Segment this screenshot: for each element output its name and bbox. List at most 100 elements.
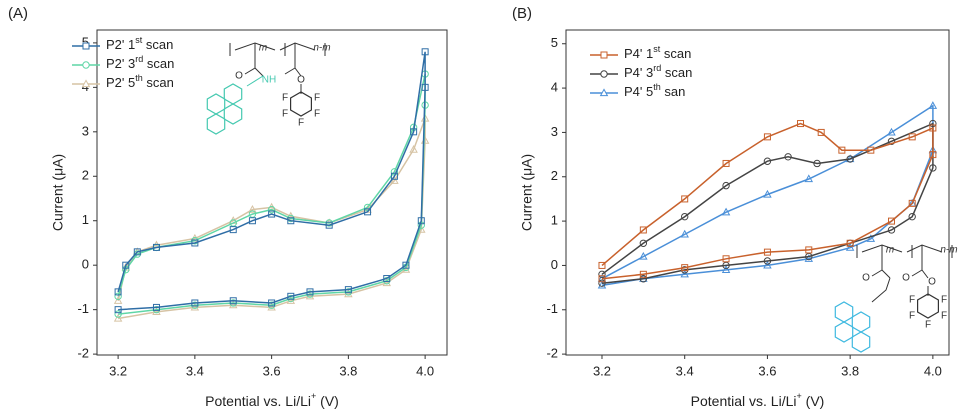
data-point: [344, 286, 352, 294]
y-tick-label: 0: [551, 257, 558, 272]
cv-curve: [117, 51, 426, 311]
data-point: [908, 199, 916, 207]
ester: [244, 67, 302, 94]
data-point: [763, 248, 771, 256]
data-point: [248, 204, 257, 213]
data-point: [267, 205, 276, 214]
cv-curve: [601, 104, 934, 287]
data-point: [813, 159, 821, 168]
legend-marker: [600, 70, 608, 78]
data-point: [229, 297, 237, 305]
ring: [834, 321, 854, 343]
data-point: [763, 157, 772, 165]
data-point: [763, 260, 772, 269]
data-point: [929, 151, 937, 159]
data-point: [597, 280, 607, 289]
panel-label: (A): [8, 5, 28, 22]
structure-label: F: [314, 109, 320, 120]
data-point: [887, 226, 896, 234]
legend-marker: [600, 51, 608, 59]
data-point: [267, 302, 276, 311]
y-tick-label: 3: [551, 124, 558, 139]
data-point: [639, 251, 648, 260]
data-point: [191, 299, 199, 307]
x-tick-label: 3.2: [593, 363, 611, 378]
structure-label: F: [909, 311, 915, 322]
structure-label: NH: [262, 75, 276, 86]
y-axis-label: Current (μA): [519, 154, 535, 231]
ring: [289, 91, 313, 117]
structure-label: F: [925, 320, 931, 331]
data-point: [114, 310, 122, 318]
data-point: [639, 239, 648, 247]
legend-label: P4' 3rd scan: [624, 63, 692, 80]
data-point: [722, 159, 730, 167]
data-point: [248, 217, 256, 225]
y-tick-label: 5: [82, 34, 89, 49]
x-tick-label: 4.0: [416, 363, 434, 378]
legend-marker: [82, 61, 90, 69]
structure-label: n-m: [940, 245, 957, 256]
y-tick-label: 2: [551, 168, 558, 183]
data-point: [421, 48, 429, 56]
data-point: [598, 275, 606, 283]
data-point: [846, 239, 854, 247]
structure-label: F: [298, 118, 304, 129]
data-point: [190, 302, 200, 311]
ring: [916, 293, 940, 319]
ring: [851, 311, 871, 333]
legend-label: P4' 5th san: [624, 82, 685, 99]
y-tick-label: 5: [551, 35, 558, 50]
panel-label: (B): [512, 5, 532, 22]
legend-label: P4' 1st scan: [624, 44, 691, 61]
data-point: [114, 288, 122, 296]
data-point: [722, 181, 730, 190]
data-point: [325, 221, 333, 229]
data-point: [908, 133, 916, 141]
data-point: [402, 261, 410, 269]
data-point: [887, 127, 896, 136]
data-point: [383, 275, 391, 283]
data-point: [784, 153, 792, 161]
data-point: [680, 229, 689, 238]
backbone: [856, 244, 953, 270]
y-tick-label: -1: [546, 301, 558, 316]
data-point: [417, 217, 425, 225]
data-point: [122, 261, 130, 269]
data-point: [681, 195, 689, 203]
data-point: [929, 119, 937, 128]
y-tick-label: -1: [77, 301, 89, 316]
legend-marker: [82, 42, 90, 50]
data-point: [867, 146, 875, 154]
data-point: [268, 210, 276, 218]
data-point: [721, 265, 731, 273]
data-point: [598, 261, 606, 269]
structure-label: n-m: [313, 43, 330, 54]
backbone: [229, 42, 326, 68]
data-point: [804, 174, 814, 183]
structure-label: F: [909, 295, 915, 306]
data-point: [421, 83, 429, 91]
data-point: [639, 275, 648, 283]
data-point: [763, 189, 772, 198]
structure-label: F: [282, 93, 288, 104]
data-point: [305, 291, 315, 300]
data-point: [887, 137, 896, 145]
legend-label: P2' 5th scan: [106, 73, 174, 90]
data-point: [845, 243, 855, 251]
structure-label: F: [282, 109, 288, 120]
structure-label: O: [297, 75, 305, 86]
y-tick-label: 4: [551, 80, 558, 95]
data-point: [639, 226, 647, 234]
x-axis-label: Potential vs. Li/Li+ (V): [691, 391, 825, 408]
data-point: [152, 303, 160, 311]
data-point: [409, 144, 418, 153]
y-tick-label: -2: [546, 346, 558, 361]
cv-curve: [117, 118, 426, 320]
data-point: [763, 257, 772, 265]
data-point: [797, 120, 805, 128]
x-tick-label: 3.4: [186, 363, 204, 378]
ring: [206, 113, 226, 135]
